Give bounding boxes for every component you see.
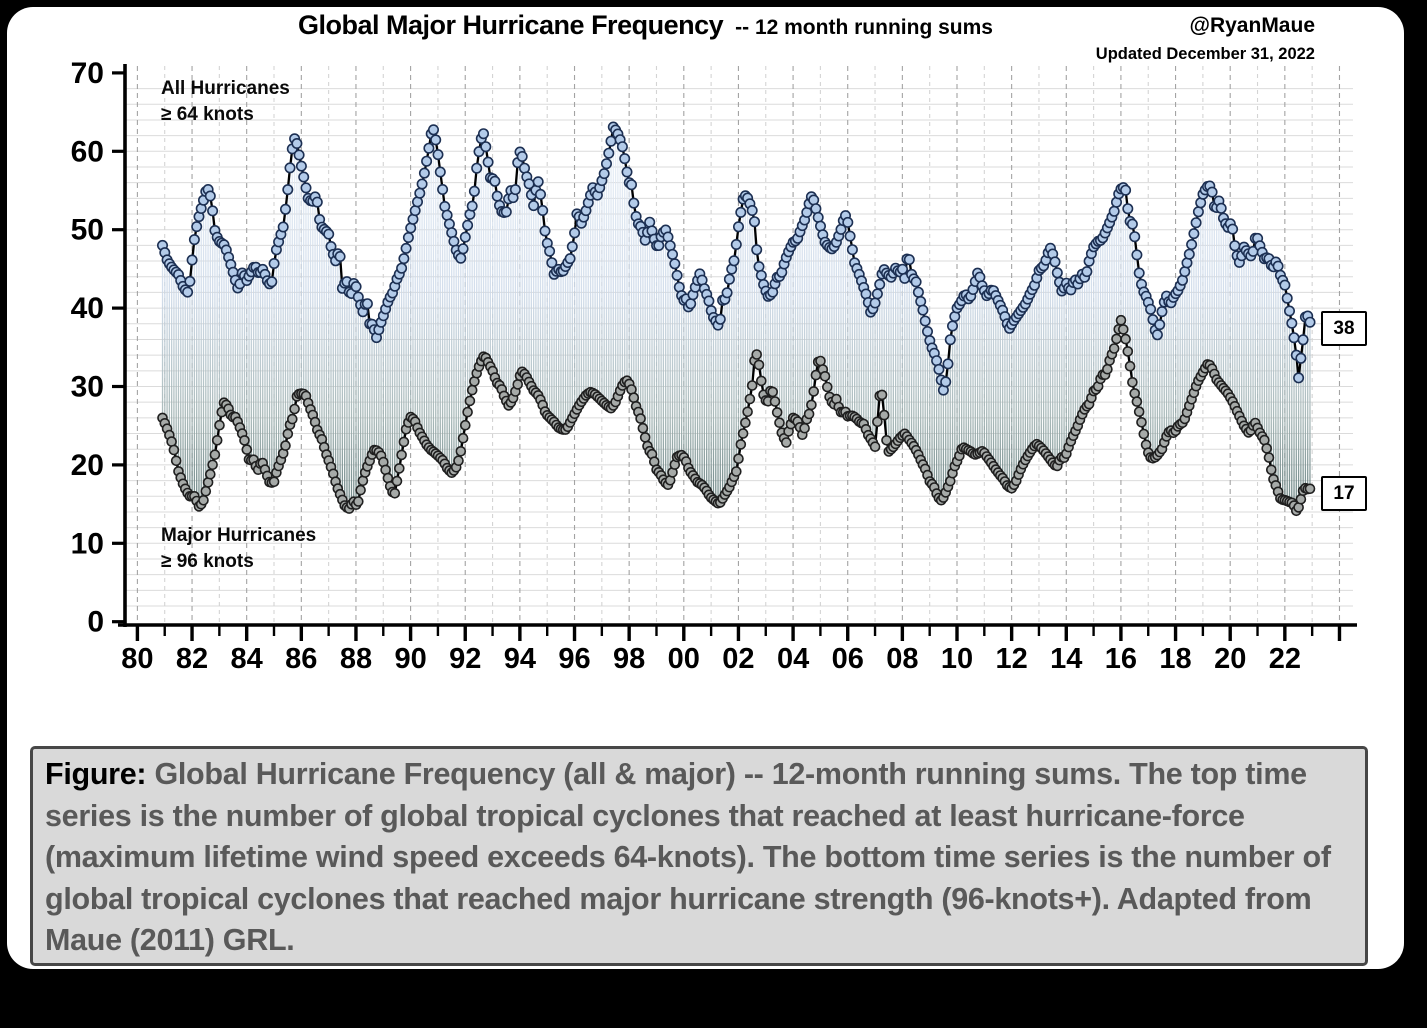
svg-text:60: 60 [71,135,104,168]
svg-text:02: 02 [722,643,754,675]
svg-text:06: 06 [832,643,864,675]
y-axis-ticks-labels: 70 60 50 40 30 20 10 0 [71,57,125,639]
series-label-major-threshold: ≥ 96 knots [161,551,254,572]
caption-box: Figure: Global Hurricane Frequency (all … [30,746,1368,966]
svg-text:12: 12 [996,643,1028,675]
credit-block: @RyanMaue Updated December 31, 2022 [1096,14,1315,64]
svg-text:18: 18 [1159,643,1191,675]
caption-prefix: Figure: [45,757,147,791]
svg-text:08: 08 [886,643,918,675]
series-label-all-threshold: ≥ 64 knots [161,104,254,125]
svg-text:86: 86 [285,643,317,675]
svg-text:94: 94 [504,643,536,675]
end-value-box-all-hurricanes: 38 [1321,311,1367,346]
series-label-major-hurricanes: Major Hurricanes ≥ 96 knots [161,523,316,575]
end-value-box-major-hurricanes: 17 [1321,476,1367,511]
series-label-major-name: Major Hurricanes [161,525,317,546]
svg-text:20: 20 [1214,643,1246,675]
series-dots-all_hurricanes [157,121,1316,396]
between-series-band [161,130,1311,508]
svg-text:10: 10 [941,643,973,675]
svg-text:96: 96 [558,643,590,675]
svg-text:90: 90 [394,643,426,675]
svg-text:92: 92 [449,643,481,675]
svg-text:14: 14 [1050,643,1082,675]
x-axis-ticks-labels: 80 82 84 86 88 90 92 94 96 98 00 02 04 06 08 10 12 14 16 18… [121,625,1342,675]
svg-text:70: 70 [71,57,104,90]
svg-text:00: 00 [668,643,700,675]
svg-text:04: 04 [777,643,809,675]
chart-subtitle: -- 12 month running sums [735,16,993,39]
svg-text:0: 0 [87,606,104,639]
svg-text:10: 10 [71,527,104,560]
svg-text:80: 80 [121,643,153,675]
caption-text: Figure: Global Hurricane Frequency (all … [45,754,1353,962]
series-label-all-name: All Hurricanes [161,78,290,99]
series-dots-major_hurricanes [157,314,1316,517]
svg-text:88: 88 [340,643,372,675]
chart-title-bar: Global Major Hurricane Frequency -- 12 m… [298,10,993,41]
svg-text:40: 40 [71,292,104,325]
svg-text:50: 50 [71,214,104,247]
svg-text:16: 16 [1105,643,1137,675]
svg-text:98: 98 [613,643,645,675]
svg-text:22: 22 [1269,643,1301,675]
svg-text:30: 30 [71,371,104,404]
svg-text:20: 20 [71,449,104,482]
series-label-all-hurricanes: All Hurricanes ≥ 64 knots [161,76,290,128]
chart-title: Global Major Hurricane Frequency [298,10,724,40]
caption-body: Global Hurricane Frequency (all & major)… [45,757,1331,957]
svg-text:82: 82 [176,643,208,675]
updated-date: Updated December 31, 2022 [1095,45,1315,63]
credit-handle: @RyanMaue [1189,14,1315,37]
svg-text:84: 84 [231,643,263,675]
